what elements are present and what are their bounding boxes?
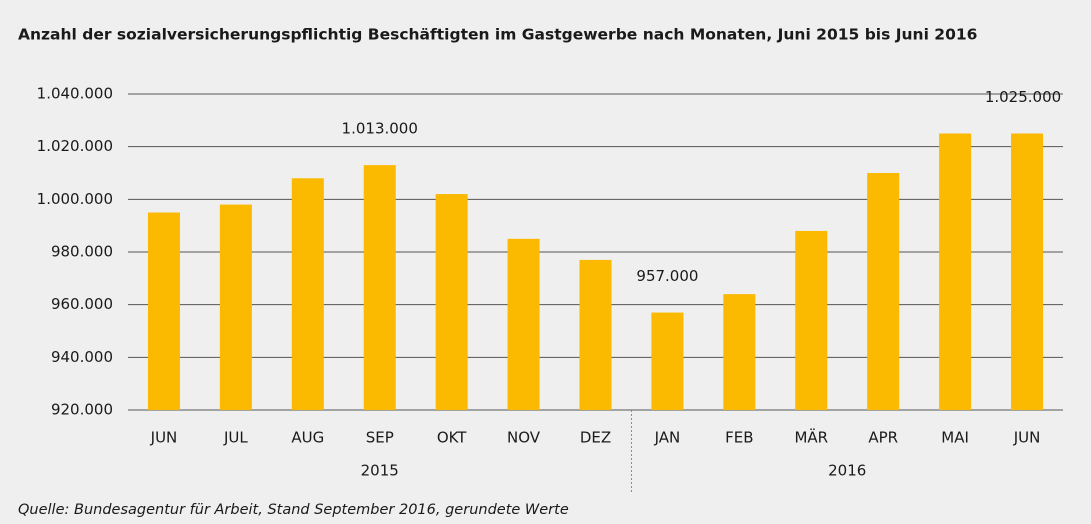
y-tick-label: 940.000 [51, 348, 113, 366]
bar [363, 165, 396, 410]
x-tick-label: AUG [291, 429, 324, 447]
value-label: 1.013.000 [342, 120, 418, 138]
x-tick-label: SEP [366, 429, 394, 447]
x-tick-label: APR [868, 429, 898, 447]
bar [795, 230, 828, 410]
y-tick-label: 960.000 [51, 295, 113, 313]
bar [1011, 133, 1044, 410]
x-tick-label: JUL [223, 429, 248, 447]
bar [651, 312, 684, 410]
value-label: 957.000 [636, 267, 698, 285]
bar [939, 133, 972, 410]
x-tick-label: JAN [654, 429, 681, 447]
chart-title: Anzahl der sozialversicherungspflichtig … [18, 26, 977, 44]
x-tick-label: JUN [150, 429, 178, 447]
y-tick-label: 1.040.000 [37, 85, 113, 103]
value-label: 1.025.000 [985, 88, 1061, 106]
x-tick-label: JUN [1013, 429, 1041, 447]
bar [723, 294, 756, 410]
y-tick-label: 920.000 [51, 401, 113, 419]
bar [435, 194, 468, 410]
y-tick-label: 1.020.000 [37, 137, 113, 155]
bar [219, 204, 252, 410]
x-tick-label: MÄR [794, 428, 828, 447]
bar [579, 259, 612, 410]
bar [867, 173, 900, 410]
y-tick-label: 1.000.000 [37, 190, 113, 208]
x-tick-label: NOV [507, 429, 541, 447]
group-label: 2016 [828, 462, 866, 480]
bar [507, 238, 540, 410]
x-tick-label: OKT [437, 429, 467, 447]
y-tick-label: 980.000 [51, 243, 113, 261]
bar [147, 212, 180, 410]
source-note: Quelle: Bundesagentur für Arbeit, Stand … [18, 502, 569, 518]
x-tick-label: DEZ [580, 429, 611, 447]
x-tick-label: MAI [941, 429, 969, 447]
bar [291, 178, 324, 410]
group-label: 2015 [361, 462, 399, 480]
x-tick-label: FEB [725, 429, 753, 447]
